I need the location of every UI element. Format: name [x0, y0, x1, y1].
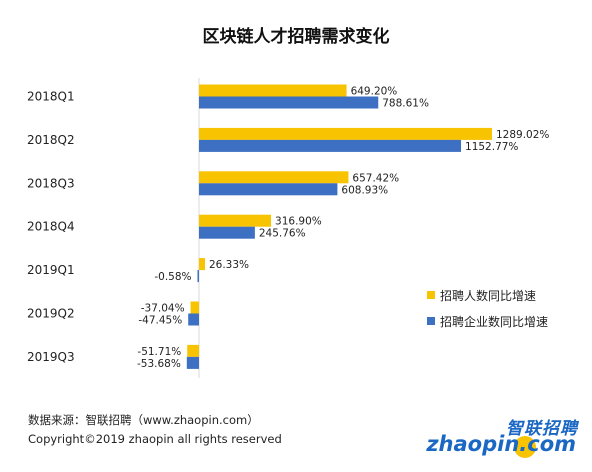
- bar-hiring-companies: [199, 183, 338, 196]
- data-label: 26.33%: [209, 259, 249, 271]
- legend-label: 招聘企业数同比增速: [440, 314, 548, 329]
- category-label: 2019Q1: [27, 263, 75, 277]
- category-label: 2019Q3: [27, 350, 75, 364]
- bar-hiring-companies: [197, 270, 199, 283]
- bar-hiring-count: [187, 344, 199, 357]
- bar-hiring-companies: [199, 139, 462, 152]
- logo-en-text: zhaopin.com: [426, 432, 576, 456]
- category-label: 2018Q3: [27, 176, 75, 190]
- category-label: 2018Q2: [27, 133, 75, 147]
- data-label: 1152.77%: [465, 141, 518, 153]
- logo-dot-icon: [514, 436, 536, 458]
- bar-hiring-count: [190, 301, 199, 314]
- data-label: 657.42%: [352, 172, 399, 184]
- bar-hiring-companies: [199, 96, 379, 109]
- data-label: 316.90%: [275, 216, 322, 228]
- data-label: -47.45%: [138, 315, 182, 327]
- data-label: -37.04%: [141, 303, 185, 315]
- chart-title: 区块链人才招聘需求变化: [202, 27, 390, 47]
- bar-hiring-count: [199, 84, 347, 97]
- bar-hiring-companies: [199, 226, 255, 239]
- chart-area: 2018Q1 649.20% 788.61% 2018Q2 1289.02% 1152.7…: [27, 78, 549, 378]
- data-label: -0.58%: [154, 271, 191, 283]
- data-label: 1289.02%: [496, 129, 549, 141]
- legend-swatch: [427, 291, 435, 299]
- data-label: 788.61%: [382, 98, 429, 110]
- category-label: 2019Q2: [27, 307, 75, 321]
- data-label: 245.76%: [259, 228, 306, 240]
- data-source: 数据来源：智联招聘（www.zhaopin.com）: [28, 413, 259, 427]
- bar-hiring-companies: [186, 356, 199, 369]
- bar-hiring-companies: [188, 313, 199, 326]
- legend-swatch: [427, 317, 435, 325]
- data-label: 608.93%: [341, 184, 388, 196]
- bar-chart: 2018Q1 649.20%788.61% 2018Q2 1289.02%1152.7…: [27, 78, 549, 378]
- copyright-notice: Copyright©2019 zhaopin all rights reserv…: [28, 432, 282, 446]
- bar-hiring-count: [199, 258, 205, 271]
- data-label: -53.68%: [137, 358, 181, 370]
- bar-hiring-count: [199, 214, 272, 227]
- logo-cn-text: 智联招聘: [506, 419, 578, 439]
- bar-hiring-count: [199, 171, 349, 184]
- category-label: 2018Q1: [27, 90, 75, 104]
- legend-label: 招聘人数同比增速: [440, 288, 536, 303]
- data-label: 649.20%: [351, 86, 398, 98]
- bar-hiring-count: [199, 127, 492, 140]
- category-label: 2018Q4: [27, 220, 75, 234]
- data-label: -51.71%: [137, 346, 181, 358]
- zhaopin-logo: 智联招聘 zhaopin.com: [426, 414, 582, 464]
